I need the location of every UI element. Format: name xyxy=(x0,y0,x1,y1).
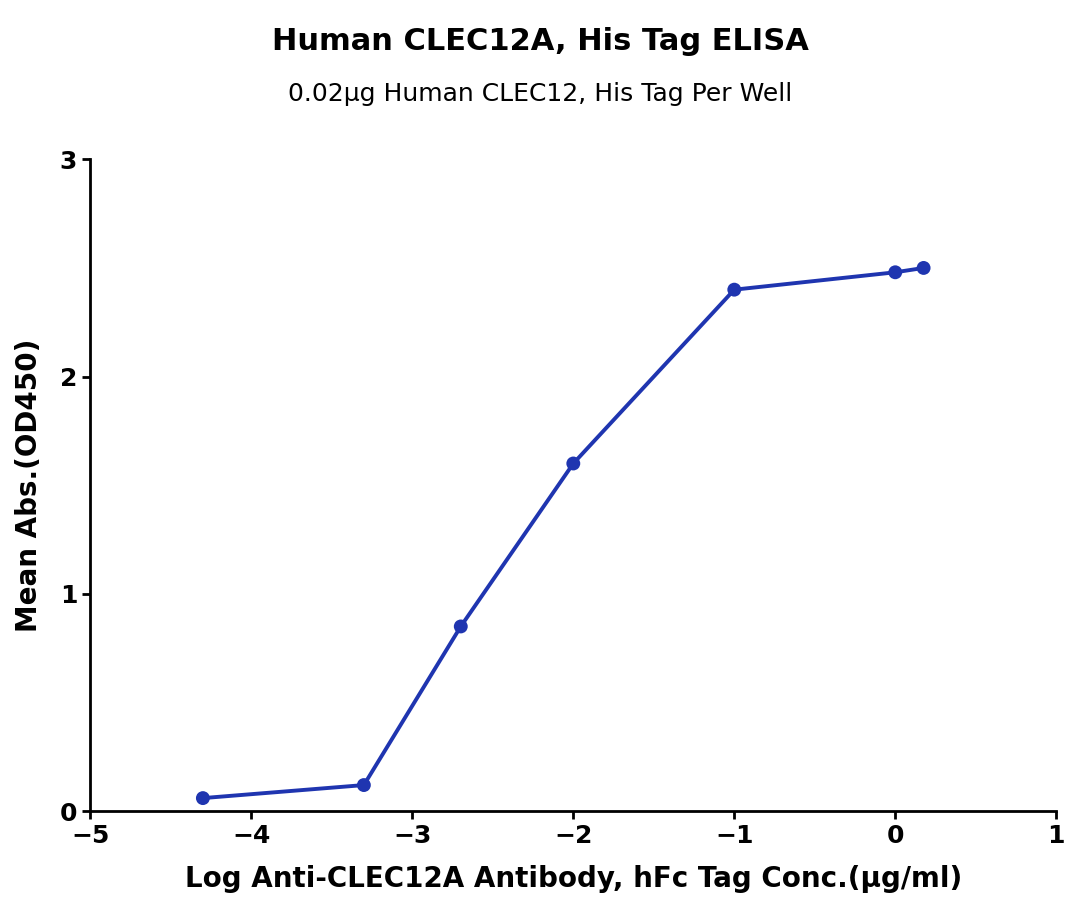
Point xyxy=(726,282,743,297)
Point xyxy=(453,619,470,634)
Point xyxy=(194,791,212,805)
Point xyxy=(565,456,582,470)
Point xyxy=(915,261,932,275)
Point xyxy=(887,265,904,280)
Text: Human CLEC12A, His Tag ELISA: Human CLEC12A, His Tag ELISA xyxy=(271,27,809,56)
Text: 0.02μg Human CLEC12, His Tag Per Well: 0.02μg Human CLEC12, His Tag Per Well xyxy=(288,82,792,105)
Point xyxy=(355,778,373,793)
X-axis label: Log Anti-CLEC12A Antibody, hFc Tag Conc.(μg/ml): Log Anti-CLEC12A Antibody, hFc Tag Conc.… xyxy=(185,865,962,893)
Y-axis label: Mean Abs.(OD450): Mean Abs.(OD450) xyxy=(15,339,43,632)
